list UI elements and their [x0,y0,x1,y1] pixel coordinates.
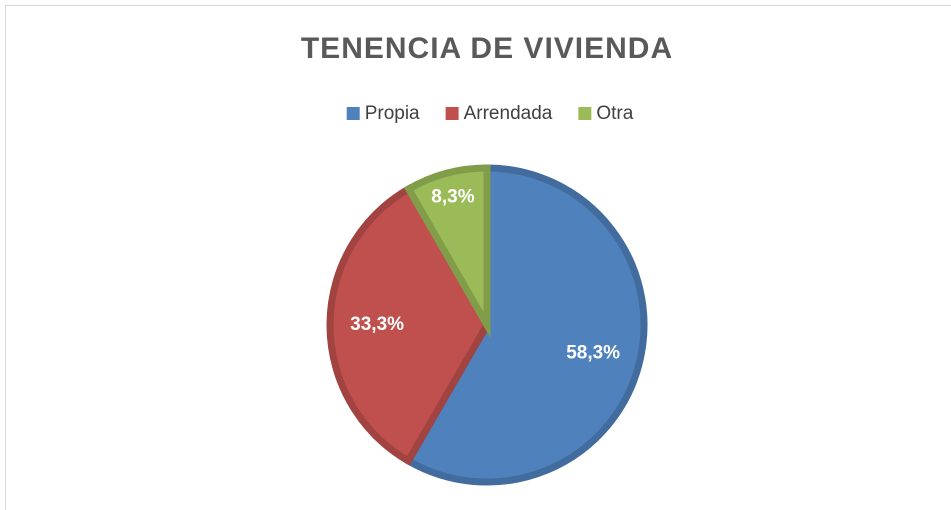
pie: 58,3% 33,3% 8,3% [326,164,648,486]
legend-swatch [445,107,459,120]
legend-swatch [346,107,360,120]
pie-slice [403,164,491,339]
data-label: 8,3% [431,187,474,208]
legend-label: Propia [365,103,420,124]
data-label: 33,3% [350,314,404,335]
pie-slice-edge [403,164,648,486]
pie-slice [403,164,648,486]
chart-title: TENENCIA DE VIVIENDA [301,32,673,65]
legend: Propia Arrendada Otra [346,103,634,124]
legend-label: Arrendada [464,103,553,124]
pie-slice-edge [403,164,491,339]
data-label: 58,3% [566,343,620,364]
legend-label: Otra [596,103,633,124]
legend-swatch [578,107,592,120]
pie-slice-edge [326,184,492,466]
